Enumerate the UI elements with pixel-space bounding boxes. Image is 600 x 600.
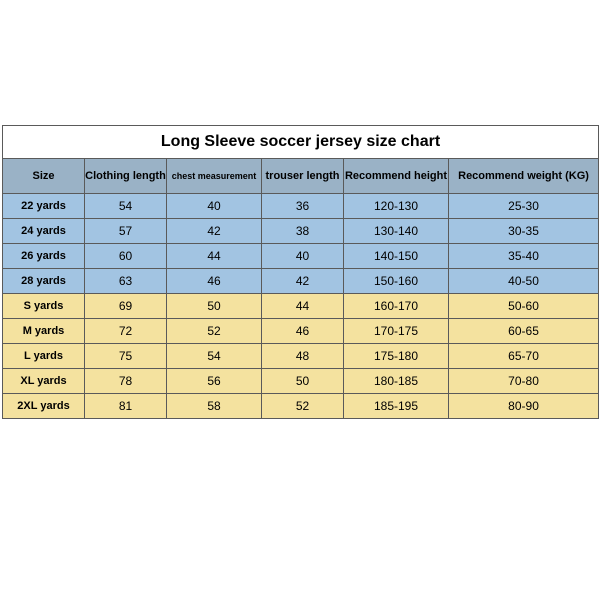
col-trouser: trouser length	[262, 159, 344, 194]
cell-chest: 50	[167, 294, 262, 319]
cell-trouser: 46	[262, 319, 344, 344]
cell-height: 150-160	[344, 269, 449, 294]
col-height-label: Recommend height	[345, 170, 447, 182]
cell-weight: 30-35	[449, 219, 599, 244]
cell-height: 140-150	[344, 244, 449, 269]
cell-chest: 56	[167, 369, 262, 394]
cell-chest: 42	[167, 219, 262, 244]
cell-size: M yards	[3, 319, 85, 344]
cell-chest: 46	[167, 269, 262, 294]
cell-clothing: 57	[85, 219, 167, 244]
cell-weight: 70-80	[449, 369, 599, 394]
chart-title: Long Sleeve soccer jersey size chart	[3, 126, 599, 159]
cell-size: 22 yards	[3, 194, 85, 219]
cell-trouser: 40	[262, 244, 344, 269]
cell-height: 180-185	[344, 369, 449, 394]
cell-height: 120-130	[344, 194, 449, 219]
table-row: S yards695044160-17050-60	[3, 294, 599, 319]
header-row: Size Clothing length chest measurement t…	[3, 159, 599, 194]
cell-chest: 52	[167, 319, 262, 344]
size-chart-container: Long Sleeve soccer jersey size chart Siz…	[0, 0, 600, 419]
table-row: 24 yards574238130-14030-35	[3, 219, 599, 244]
cell-height: 170-175	[344, 319, 449, 344]
table-row: M yards725246170-17560-65	[3, 319, 599, 344]
cell-chest: 40	[167, 194, 262, 219]
table-body: 22 yards544036120-13025-3024 yards574238…	[3, 194, 599, 419]
cell-chest: 44	[167, 244, 262, 269]
cell-size: 26 yards	[3, 244, 85, 269]
table-row: 26 yards604440140-15035-40	[3, 244, 599, 269]
col-size: Size	[3, 159, 85, 194]
cell-trouser: 36	[262, 194, 344, 219]
cell-weight: 80-90	[449, 394, 599, 419]
size-chart-table: Long Sleeve soccer jersey size chart Siz…	[2, 125, 599, 419]
cell-trouser: 48	[262, 344, 344, 369]
cell-size: L yards	[3, 344, 85, 369]
cell-trouser: 42	[262, 269, 344, 294]
cell-height: 130-140	[344, 219, 449, 244]
cell-weight: 50-60	[449, 294, 599, 319]
cell-weight: 60-65	[449, 319, 599, 344]
cell-height: 185-195	[344, 394, 449, 419]
cell-chest: 54	[167, 344, 262, 369]
cell-clothing: 81	[85, 394, 167, 419]
cell-weight: 35-40	[449, 244, 599, 269]
cell-height: 160-170	[344, 294, 449, 319]
col-chest: chest measurement	[167, 159, 262, 194]
cell-trouser: 44	[262, 294, 344, 319]
cell-weight: 65-70	[449, 344, 599, 369]
cell-size: S yards	[3, 294, 85, 319]
table-row: 2XL yards815852185-19580-90	[3, 394, 599, 419]
cell-clothing: 75	[85, 344, 167, 369]
cell-clothing: 60	[85, 244, 167, 269]
cell-trouser: 52	[262, 394, 344, 419]
cell-chest: 58	[167, 394, 262, 419]
cell-clothing: 54	[85, 194, 167, 219]
col-weight: Recommend weight (KG)	[449, 159, 599, 194]
table-row: XL yards785650180-18570-80	[3, 369, 599, 394]
cell-size: XL yards	[3, 369, 85, 394]
cell-size: 24 yards	[3, 219, 85, 244]
table-row: 22 yards544036120-13025-30	[3, 194, 599, 219]
table-row: 28 yards634642150-16040-50	[3, 269, 599, 294]
cell-clothing: 69	[85, 294, 167, 319]
cell-size: 2XL yards	[3, 394, 85, 419]
cell-clothing: 72	[85, 319, 167, 344]
table-row: L yards755448175-18065-70	[3, 344, 599, 369]
cell-height: 175-180	[344, 344, 449, 369]
cell-size: 28 yards	[3, 269, 85, 294]
cell-clothing: 63	[85, 269, 167, 294]
col-clothing-label: Clothing length	[85, 170, 166, 182]
cell-trouser: 38	[262, 219, 344, 244]
cell-trouser: 50	[262, 369, 344, 394]
col-height: Recommend height	[344, 159, 449, 194]
cell-clothing: 78	[85, 369, 167, 394]
title-row: Long Sleeve soccer jersey size chart	[3, 126, 599, 159]
col-clothing: Clothing length	[85, 159, 167, 194]
cell-weight: 25-30	[449, 194, 599, 219]
cell-weight: 40-50	[449, 269, 599, 294]
